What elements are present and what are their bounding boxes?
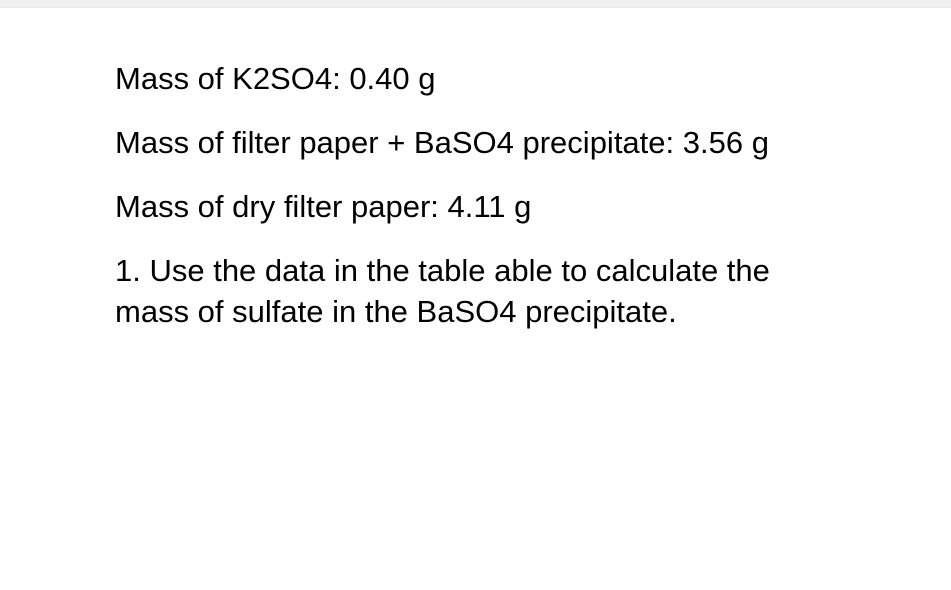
document-content: Mass of K2SO4: 0.40 g Mass of filter pap… <box>0 8 951 405</box>
mass-dry-filter-paper-line: Mass of dry filter paper: 4.11 g <box>115 186 836 228</box>
mass-k2so4-line: Mass of K2SO4: 0.40 g <box>115 58 836 100</box>
top-border-bar <box>0 0 951 8</box>
mass-filter-paper-baso4-line: Mass of filter paper + BaSO4 precipitate… <box>115 122 836 164</box>
question-1-line: 1. Use the data in the table able to cal… <box>115 250 836 334</box>
